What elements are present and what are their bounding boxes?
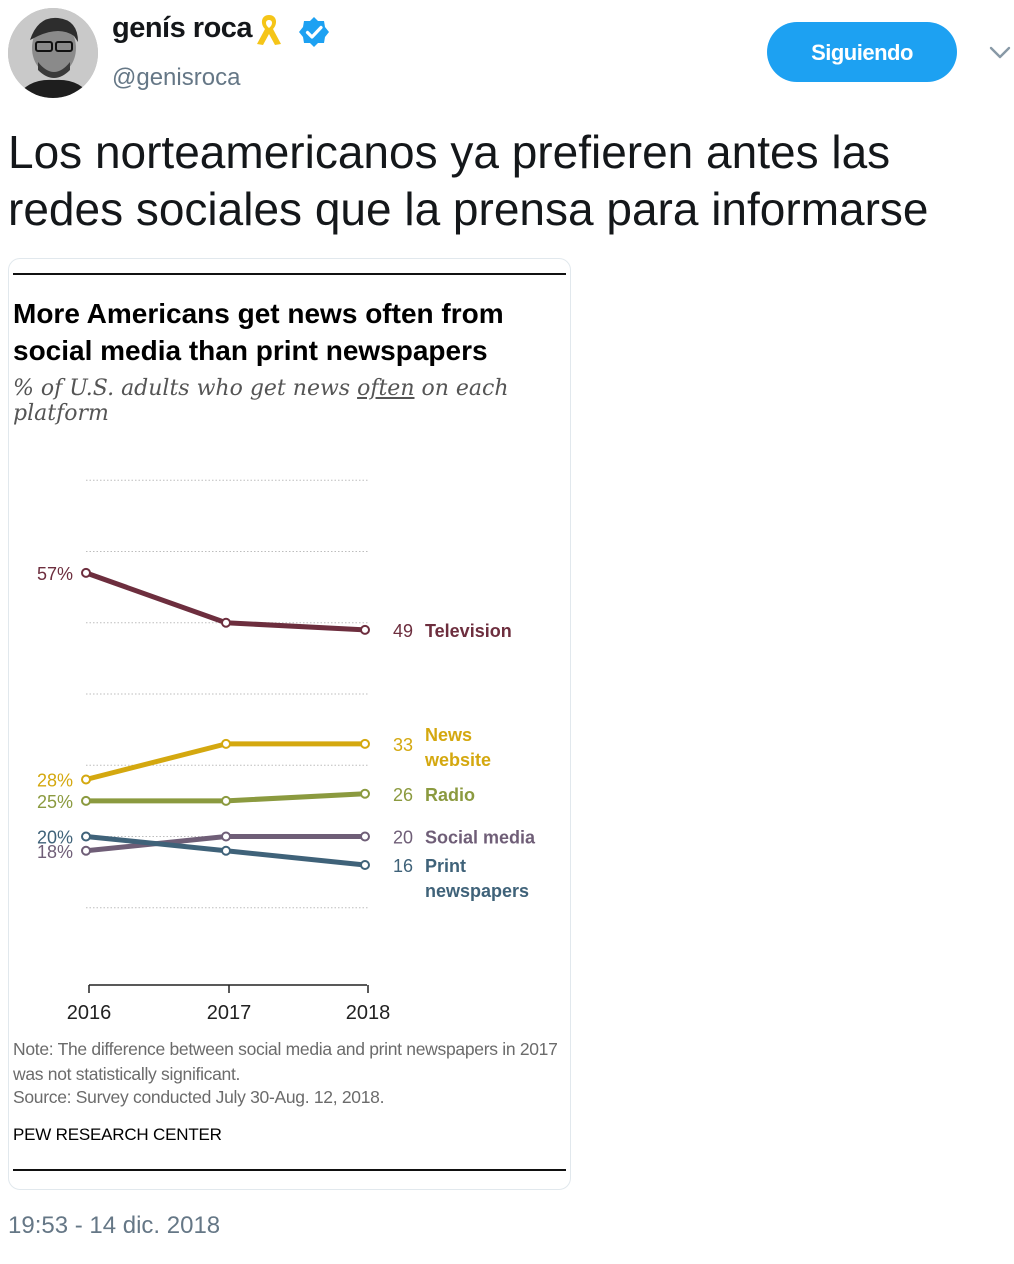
data-point: [81, 567, 91, 578]
end-value-label: 49: [393, 621, 413, 641]
data-point: [81, 795, 91, 806]
tweet-text-line: Los norteamericanos ya prefieren antes l…: [8, 126, 891, 178]
yellow-ribbon-icon: [254, 12, 284, 53]
chart-subtitle: % of U.S. adults who get news often on e…: [13, 376, 570, 426]
series-name-label: Radio: [425, 785, 475, 805]
data-point: [360, 788, 370, 799]
verified-icon: [298, 16, 330, 53]
series-name-label: newspapers: [425, 881, 529, 901]
chart-source: Source: Survey conducted July 30-Aug. 12…: [13, 1087, 385, 1107]
chevron-down-icon[interactable]: [986, 42, 1014, 62]
data-point: [221, 738, 231, 749]
end-value-label: 20: [393, 828, 413, 848]
chart-subtitle-end: on each platform: [13, 376, 509, 426]
start-value-label: 28%: [37, 771, 73, 791]
tweet-text-line: redes sociales que la prensa para inform…: [8, 183, 929, 235]
x-tick-label: 2016: [67, 1002, 112, 1024]
data-point: [221, 845, 231, 856]
organization-label: PEW RESEARCH CENTER: [13, 1125, 222, 1144]
data-point: [221, 795, 231, 806]
data-point: [360, 860, 370, 870]
data-point: [360, 831, 370, 842]
data-point: [81, 831, 91, 842]
start-value-label: 57%: [37, 564, 73, 584]
end-value-label: 16: [393, 856, 413, 876]
chart-subtitle-start: % of U.S. adults who get news: [13, 376, 358, 401]
start-value-label: 25%: [37, 792, 73, 812]
start-value-label: 18%: [37, 842, 73, 862]
top-rule: [13, 273, 566, 275]
tweet-timestamp[interactable]: 19:53 - 14 dic. 2018: [8, 1212, 221, 1239]
data-point: [360, 738, 370, 749]
end-value-label: 26: [393, 785, 413, 805]
start-value-label: 20%: [37, 828, 73, 848]
series-line: [83, 741, 368, 782]
tweet-text: Los norteamericanos ya prefieren antes l…: [8, 124, 1012, 238]
series-name-label: Television: [425, 621, 512, 641]
series-name-label: website: [424, 750, 491, 770]
user-handle[interactable]: @genisroca: [112, 64, 241, 91]
data-point: [221, 831, 231, 842]
data-point: [81, 845, 91, 856]
series-name-label: News: [425, 725, 472, 745]
chart-title: More Americans get news often from socia…: [13, 298, 504, 366]
avatar-photo: [8, 8, 98, 98]
tweet-media-image[interactable]: More Americans get news often from socia…: [8, 258, 571, 1190]
following-button[interactable]: Siguiendo: [767, 22, 957, 82]
end-value-label: 33: [393, 735, 413, 755]
data-point: [81, 774, 91, 785]
x-tick-label: 2018: [346, 1002, 391, 1024]
series-name-label: Social media: [425, 828, 536, 848]
data-point: [221, 617, 231, 628]
data-point: [360, 624, 370, 635]
x-tick-label: 2017: [207, 1002, 252, 1024]
chart-note: Note: The difference between social medi…: [13, 1039, 558, 1084]
display-name[interactable]: genís roca: [112, 12, 253, 44]
avatar[interactable]: [8, 8, 98, 98]
chart-subtitle-emphasis: often: [357, 376, 415, 401]
series-name-label: Print: [425, 856, 466, 876]
bottom-rule: [13, 1169, 566, 1171]
